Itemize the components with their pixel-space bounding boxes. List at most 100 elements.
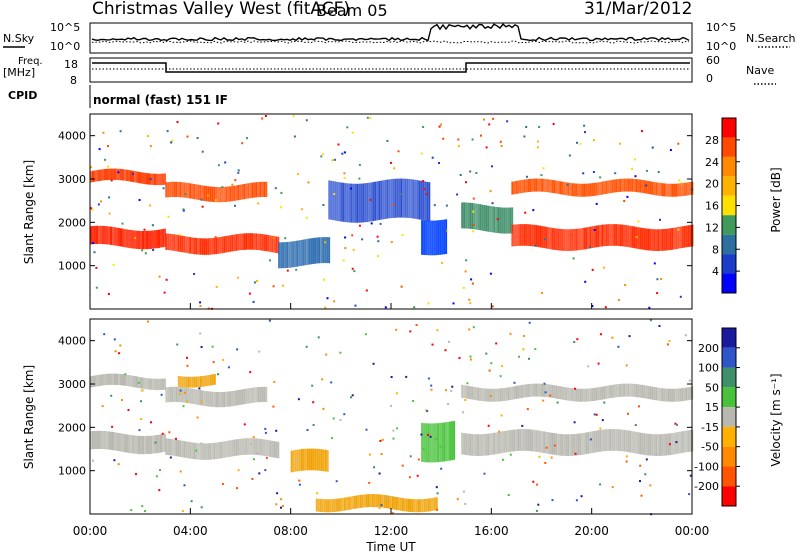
velocity-speckle xyxy=(523,335,526,337)
velocity-band-1 xyxy=(144,436,146,455)
power-band-9 xyxy=(665,228,668,251)
velocity-speckle xyxy=(252,458,255,461)
power-speckle xyxy=(634,175,637,178)
velocity-band-6 xyxy=(453,420,456,460)
velocity-band-3 xyxy=(211,443,214,460)
velocity-band-7 xyxy=(339,498,342,512)
velocity-speckle xyxy=(380,453,383,455)
power-band-1 xyxy=(160,229,162,248)
power-band-9 xyxy=(671,228,674,250)
power-speckle xyxy=(401,234,404,237)
velocity-band-8 xyxy=(619,383,622,397)
velocity-band-9 xyxy=(667,433,670,456)
velocity-band-9 xyxy=(679,431,682,454)
velocity-speckle xyxy=(628,335,631,338)
power-band-4 xyxy=(290,241,293,268)
velocity-band-9 xyxy=(487,433,490,456)
power-band-1 xyxy=(118,228,120,247)
velocity-band-7 xyxy=(329,499,332,513)
velocity-band-0 xyxy=(162,378,164,390)
velocity-band-9 xyxy=(573,434,576,456)
velocity-speckle xyxy=(627,412,629,415)
velocity-speckle xyxy=(466,382,469,385)
velocity-speckle xyxy=(381,438,384,441)
power-speckle xyxy=(333,193,336,196)
velocity-speckle xyxy=(199,332,202,335)
power-band-0 xyxy=(122,169,124,181)
velocity-band-1 xyxy=(140,436,142,455)
velocity-colorbar-label: 50 xyxy=(705,381,719,394)
velocity-band-9 xyxy=(647,433,650,456)
velocity-speckle xyxy=(668,443,671,446)
power-band-9 xyxy=(589,226,592,249)
power-band-7 xyxy=(501,207,504,234)
power-band-5 xyxy=(412,179,415,219)
power-band-0 xyxy=(102,169,104,181)
velocity-band-0 xyxy=(132,375,134,387)
power-band-0 xyxy=(116,168,118,180)
velocity-speckle xyxy=(135,473,137,476)
velocity-speckle xyxy=(495,342,498,345)
power-band-9 xyxy=(689,225,692,247)
power-speckle xyxy=(536,146,539,149)
power-band-8 xyxy=(663,183,666,197)
power-band-2 xyxy=(219,187,222,203)
power-speckle xyxy=(97,203,100,206)
velocity-colorbar-label: 200 xyxy=(698,342,719,355)
power-speckle xyxy=(370,222,373,225)
power-band-9 xyxy=(599,225,602,247)
velocity-band-5 xyxy=(304,448,307,471)
velocity-band-9 xyxy=(543,431,546,454)
power-band-8 xyxy=(541,178,544,192)
power-band-9 xyxy=(525,224,528,246)
power-speckle xyxy=(633,158,636,161)
velocity-speckle xyxy=(468,328,471,331)
velocity-band-9 xyxy=(549,432,552,455)
velocity-speckle xyxy=(625,455,628,458)
velocity-band-9 xyxy=(519,429,522,451)
velocity-band-9 xyxy=(653,434,656,456)
velocity-band-7 xyxy=(383,495,386,508)
nave-tick-low: 0 xyxy=(706,72,713,85)
power-band-9 xyxy=(655,229,658,251)
velocity-band-8 xyxy=(677,388,680,402)
velocity-band-6 xyxy=(445,422,448,462)
power-speckle xyxy=(354,304,357,307)
power-band-5 xyxy=(396,178,399,218)
power-band-8 xyxy=(651,181,654,195)
velocity-speckle xyxy=(489,394,492,397)
power-band-2 xyxy=(209,186,212,202)
velocity-speckle xyxy=(431,343,434,346)
velocity-speckle xyxy=(655,453,658,455)
velocity-band-8 xyxy=(495,388,498,402)
velocity-band-3 xyxy=(203,443,206,460)
power-band-2 xyxy=(169,181,172,198)
power-speckle xyxy=(491,165,493,168)
power-band-9 xyxy=(555,228,558,251)
velocity-speckle xyxy=(182,405,185,408)
power-band-9 xyxy=(669,228,672,250)
power-speckle xyxy=(201,205,204,208)
velocity-speckle xyxy=(268,319,271,322)
velocity-band-2 xyxy=(231,391,234,407)
velocity-band-1 xyxy=(118,433,120,452)
power-speckle xyxy=(322,204,325,206)
velocity-ytick-label: 2000 xyxy=(58,421,86,434)
power-speckle xyxy=(660,278,663,280)
power-band-5 xyxy=(398,178,401,218)
velocity-band-8 xyxy=(547,384,550,398)
power-band-8 xyxy=(659,182,662,196)
velocity-band-2 xyxy=(233,390,236,406)
velocity-band-9 xyxy=(615,429,618,451)
power-colorbar-label: 4 xyxy=(712,265,719,278)
power-speckle xyxy=(483,118,485,121)
velocity-speckle xyxy=(599,427,602,430)
power-band-2 xyxy=(247,183,250,199)
velocity-band-8 xyxy=(641,384,644,398)
velocity-band-8 xyxy=(671,388,674,402)
power-band-1 xyxy=(116,227,118,246)
power-band-8 xyxy=(543,178,546,192)
velocity-band-7 xyxy=(433,497,436,511)
power-speckle xyxy=(489,272,492,275)
velocity-band-8 xyxy=(557,385,560,399)
